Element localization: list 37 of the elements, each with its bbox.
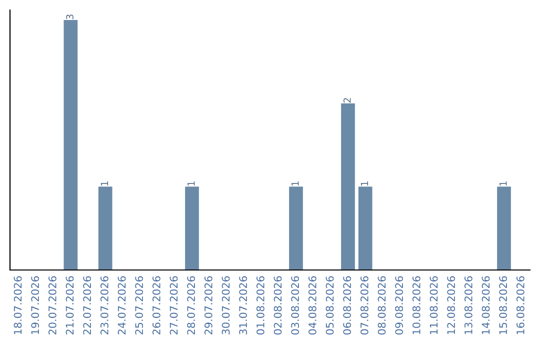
x-tick-label: 16.08.2026 [516, 276, 524, 334]
data-label: 1 [100, 181, 108, 186]
x-tick-label: 09.08.2026 [395, 276, 404, 335]
x-tick-label: 30.07.2026 [222, 276, 230, 334]
x-tick-label: 01.08.2026 [256, 276, 264, 335]
x-tick-label: 23.07.2026 [100, 276, 108, 334]
x-tick-label: 19.07.2026 [31, 276, 40, 334]
x-tick-label: 08.08.2026 [378, 276, 386, 335]
x-tick-label: 14.08.2026 [482, 276, 490, 334]
data-label: 1 [292, 181, 299, 186]
x-tick-label: 18.07.2026 [14, 276, 22, 334]
x-tick-label: 07.08.2026 [360, 276, 368, 335]
x-tick-label: 31.07.2026 [239, 276, 248, 334]
data-label: 1 [188, 181, 195, 186]
x-tick-label: 12.08.2026 [447, 276, 456, 334]
x-tick-label: 13.08.2026 [464, 276, 472, 334]
data-label: 3 [66, 14, 74, 20]
x-tick-label: 05.08.2026 [326, 276, 334, 335]
x-tick-label: 29.07.2026 [204, 276, 212, 334]
x-tick-label: 10.08.2026 [412, 276, 420, 334]
x-tick-label: 15.08.2026 [499, 276, 508, 334]
x-tick-label: 06.08.2026 [343, 276, 352, 335]
x-tick-label: 04.08.2026 [308, 276, 316, 335]
x-tick-label: 28.07.2026 [187, 276, 196, 334]
x-tick-label: 11.08.2026 [430, 276, 438, 334]
x-tick-label: 27.07.2026 [170, 276, 178, 334]
x-tick-label: 20.07.2026 [48, 276, 56, 334]
x-tick-label: 21.07.2026 [66, 276, 74, 334]
x-tick-label: 26.07.2026 [152, 276, 160, 334]
x-tick-label: 24.07.2026 [118, 276, 126, 334]
data-label: 1 [500, 181, 507, 186]
x-tick-label: 22.07.2026 [83, 276, 92, 334]
x-tick-label: 02.08.2026 [274, 276, 282, 335]
x-tick-label: 03.08.2026 [291, 276, 300, 335]
data-label: 2 [343, 98, 351, 103]
data-label: 1 [360, 181, 368, 186]
x-tick-label: 25.07.2026 [135, 276, 144, 334]
